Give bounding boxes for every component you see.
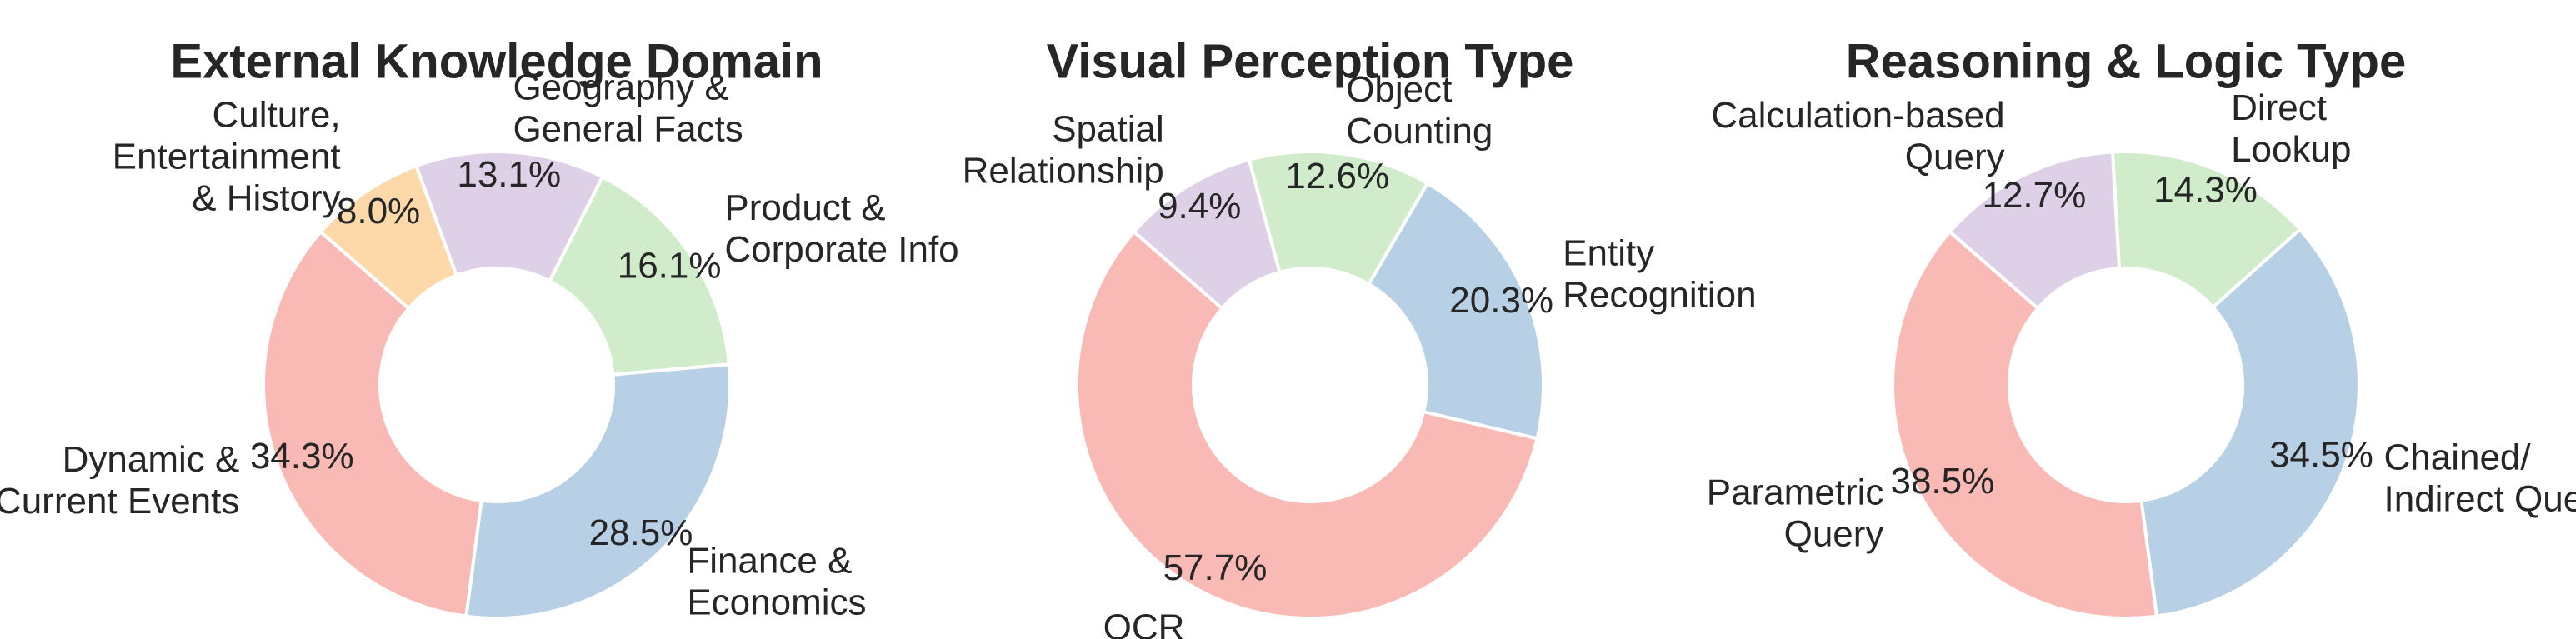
donut-slice xyxy=(1075,230,1539,621)
percent-label: 57.7% xyxy=(1163,547,1268,588)
percent-label: 28.5% xyxy=(589,512,693,553)
percent-label: 34.5% xyxy=(2269,434,2373,475)
donut-slice xyxy=(1891,230,2159,620)
donut-slice xyxy=(2139,227,2361,618)
chart-title: External Knowledge Domain xyxy=(170,34,823,88)
donut-slice xyxy=(414,150,604,283)
donut-chart-2: Visual Perception Type 57.7% OCR 20.3%Entit… xyxy=(963,34,1757,639)
donut-slice xyxy=(262,230,483,618)
percent-label: 20.3% xyxy=(1449,280,1553,321)
percent-label: 8.0% xyxy=(337,191,420,232)
donut-chart-1: External Knowledge Domain 34.3% Dynamic & C… xyxy=(0,34,959,622)
slice-label: Object Counting xyxy=(1346,68,1493,151)
slice-label: Geography & General Facts xyxy=(513,67,743,149)
chart-title: Reasoning & Logic Type xyxy=(1846,34,2406,88)
slice-label: Finance & Economics xyxy=(687,540,866,622)
percent-label: 13.1% xyxy=(457,154,561,195)
percent-label: 12.7% xyxy=(1982,175,2086,216)
donut-slice xyxy=(1132,157,1282,311)
percent-label: 12.6% xyxy=(1285,156,1389,197)
slice-label: Product & Corporate Info xyxy=(724,187,958,270)
slice-label: Culture, Entertainment & History xyxy=(113,94,341,218)
slice-label: Parametric Query xyxy=(1707,472,1884,554)
percent-label: 9.4% xyxy=(1158,186,1241,227)
slice-label: Entity Recognition xyxy=(1563,232,1756,315)
donut-chart-3: Reasoning & Logic Type 38.5%Parametric Que… xyxy=(1707,34,2576,620)
donut-slice xyxy=(1367,182,1545,441)
slice-label: Dynamic & Current Events xyxy=(0,438,239,521)
percent-label: 34.3% xyxy=(250,436,354,477)
donut-slice xyxy=(1948,150,2121,311)
chart-title: Visual Perception Type xyxy=(1047,34,1574,88)
donut-slice xyxy=(548,175,731,377)
percent-label: 38.5% xyxy=(1890,461,1994,502)
slice-label: OCR xyxy=(1103,607,1185,639)
percent-label: 16.1% xyxy=(618,246,722,287)
slice-label: Chained/Indirect Query xyxy=(2384,437,2576,519)
donut-slice xyxy=(318,164,458,311)
donut-slice xyxy=(2110,150,2302,309)
percent-label: 14.3% xyxy=(2153,170,2258,211)
slice-label: Calculation-based Query xyxy=(1711,94,2004,177)
slice-label: Direct Lookup xyxy=(2231,87,2351,170)
slice-label: Spatial Relationship xyxy=(963,108,1164,191)
donut-slice xyxy=(464,362,732,620)
